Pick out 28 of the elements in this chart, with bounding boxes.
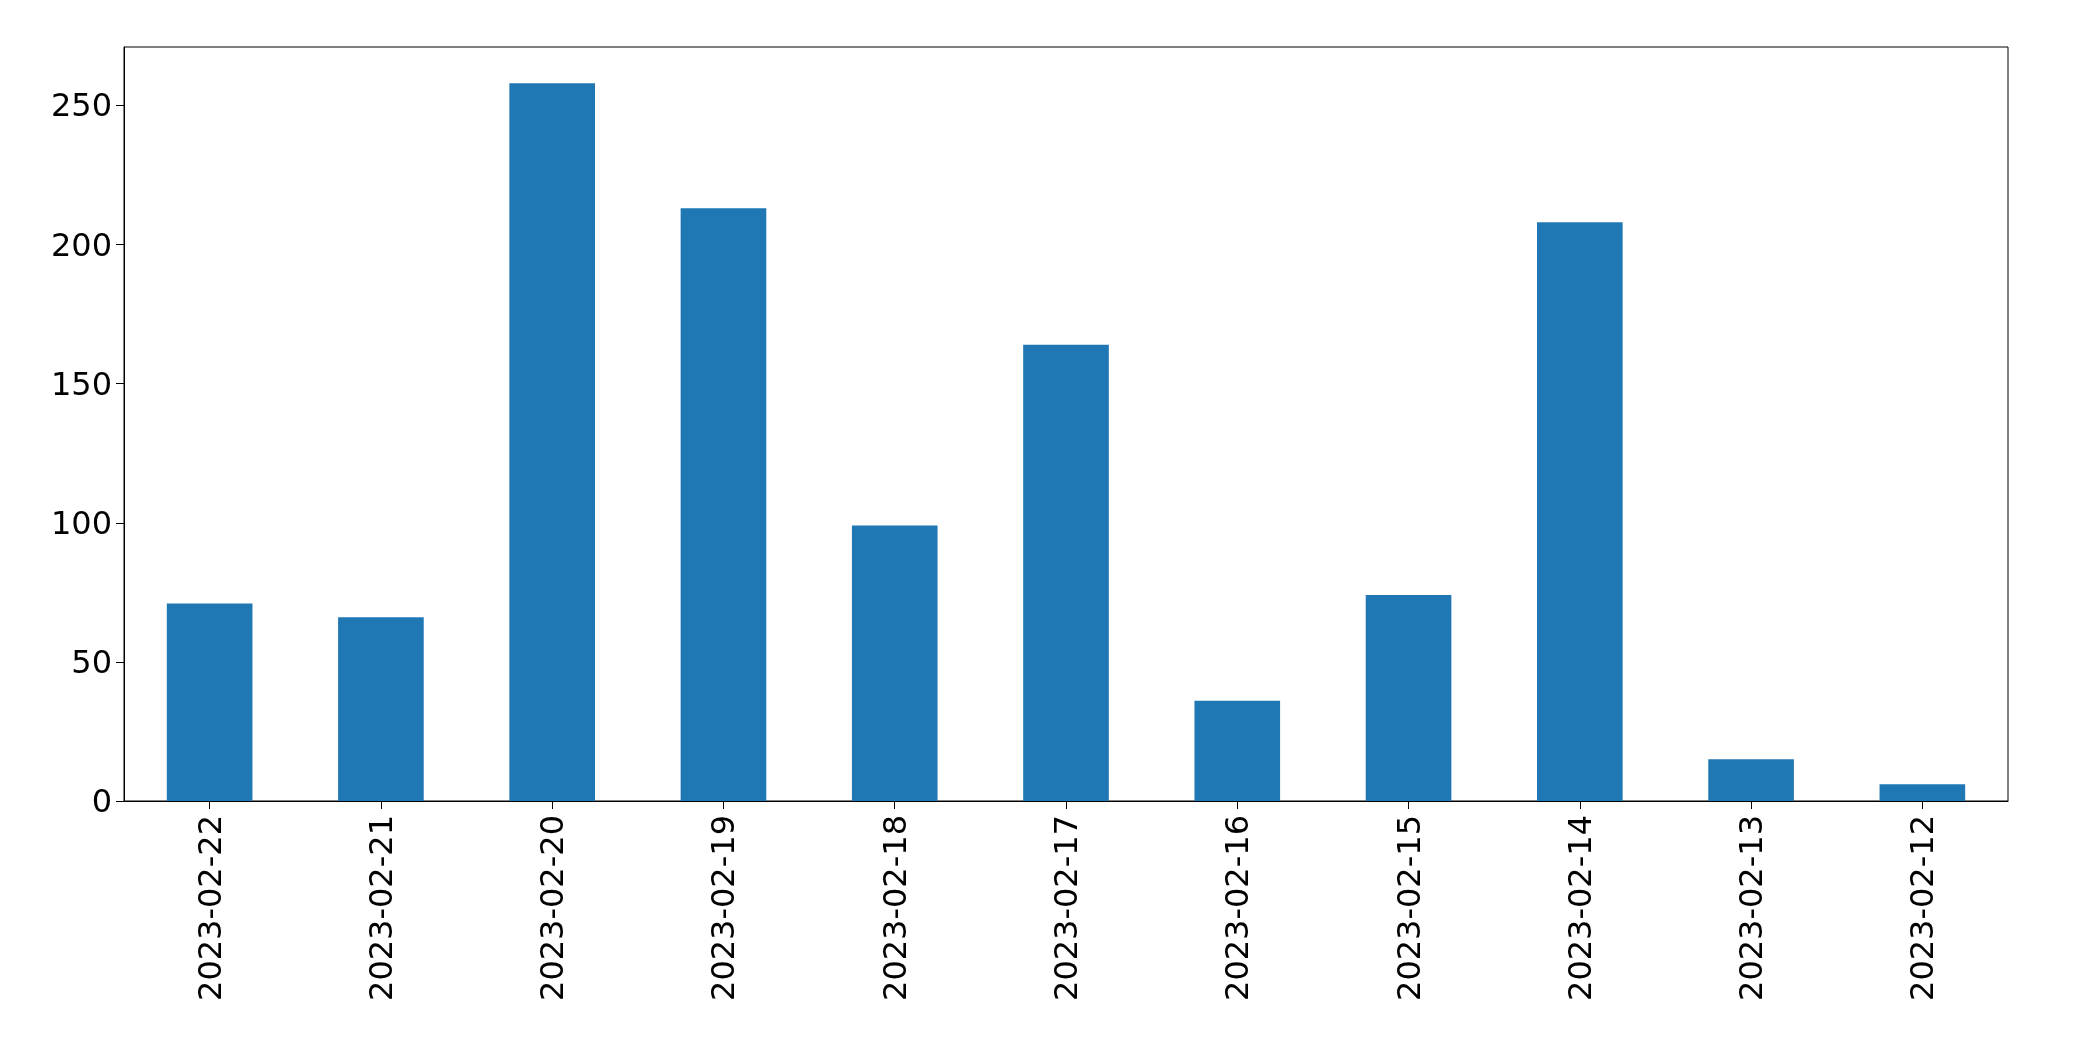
y-tick-label: 0	[91, 782, 112, 820]
x-tick-label: 2023-02-21	[361, 815, 400, 1001]
y-tick-label: 100	[50, 503, 112, 542]
x-tick-label: 2023-02-22	[190, 815, 229, 1001]
y-tick-label: 250	[50, 86, 112, 125]
x-tick-label: 2023-02-17	[1047, 815, 1085, 1001]
y-tick-label: 200	[50, 225, 112, 264]
x-tick-label: 2023-02-18	[875, 815, 914, 1001]
bar	[1365, 595, 1452, 801]
bar	[166, 603, 253, 801]
bar	[1194, 700, 1281, 801]
bar	[1708, 759, 1794, 801]
bar	[1023, 344, 1109, 801]
y-tick-label: 150	[50, 364, 112, 403]
x-tick-label: 2023-02-16	[1218, 815, 1257, 1001]
y-tick-label: 50	[71, 642, 112, 681]
x-tick-label: 2023-02-20	[533, 815, 572, 1001]
x-tick-label: 2023-02-13	[1732, 815, 1771, 1001]
x-tick-label: 2023-02-12	[1903, 815, 1942, 1001]
bar	[851, 525, 938, 801]
bar	[1879, 784, 1966, 801]
bar	[338, 617, 424, 801]
x-tick-label: 2023-02-14	[1560, 815, 1599, 1001]
bar	[680, 208, 767, 801]
bar	[1537, 222, 1623, 801]
bar	[509, 83, 595, 801]
x-tick-label: 2023-02-15	[1389, 815, 1428, 1001]
x-tick-label: 2023-02-19	[704, 815, 743, 1001]
